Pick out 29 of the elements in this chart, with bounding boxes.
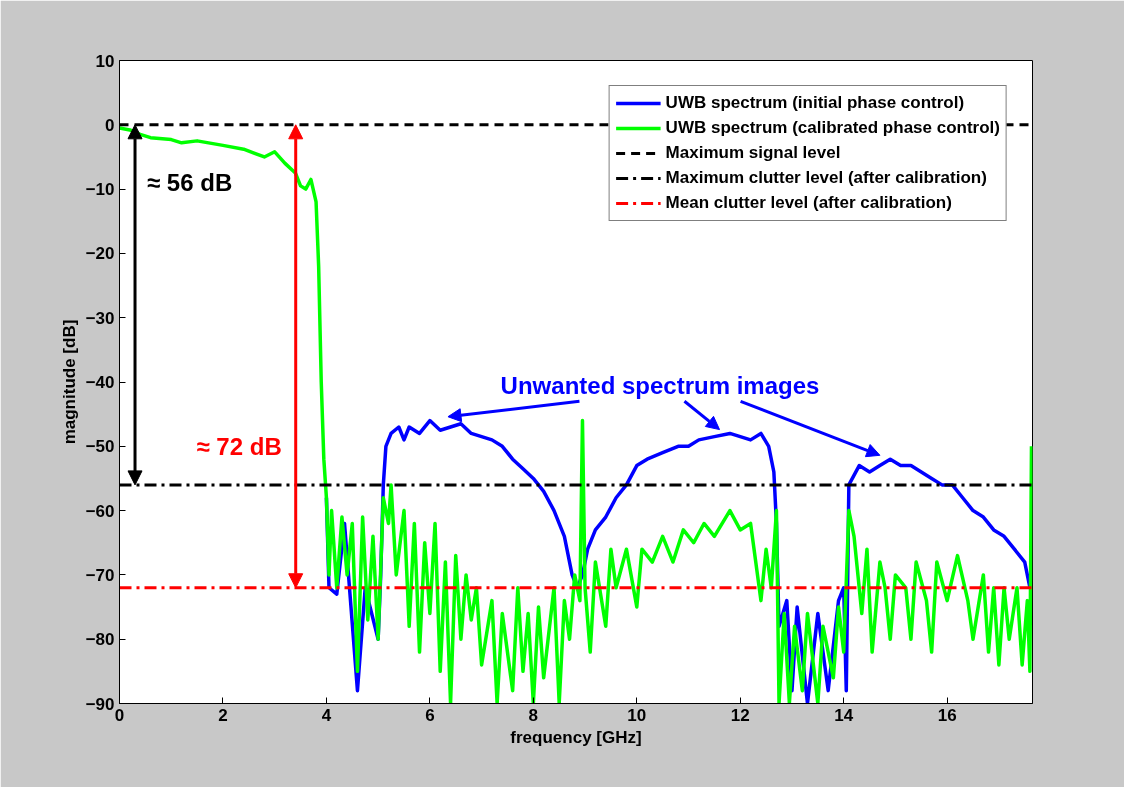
- legend-label: UWB spectrum (initial phase control): [665, 92, 965, 114]
- legend-label: UWB spectrum (calibrated phase control): [665, 117, 1000, 139]
- y-tick-label: 10: [95, 51, 115, 71]
- y-tick-label: −90: [85, 694, 115, 714]
- annotation: ≈ 56 dB: [147, 169, 233, 197]
- y-tick-label: −40: [85, 373, 115, 392]
- annotation: ≈ 72 dB: [196, 432, 282, 460]
- x-tick-label: 14: [834, 705, 854, 725]
- legend-label: Mean clutter level (after calibration): [665, 192, 952, 214]
- x-tick-label: 4: [321, 705, 332, 725]
- y-tick-label: −60: [85, 501, 115, 521]
- legend-label: Maximum clutter level (after calibration): [665, 167, 987, 189]
- legend-label: Maximum signal level: [665, 142, 841, 164]
- y-tick-label: −10: [85, 180, 115, 200]
- x-tick-label: 12: [730, 705, 750, 725]
- y-tick-label: −70: [85, 565, 115, 585]
- x-tick-label: 16: [937, 705, 957, 725]
- y-tick-label: −30: [85, 308, 115, 328]
- x-tick-label: 6: [425, 705, 435, 725]
- annotation: Unwanted spectrum images: [500, 371, 820, 399]
- y-tick-label: −20: [85, 244, 115, 264]
- y-axis-title: magnitude [dB]: [59, 319, 79, 445]
- x-axis-title: frequency [GHz]: [510, 727, 642, 747]
- y-tick-label: −50: [85, 437, 115, 457]
- y-tick-label: 0: [105, 115, 115, 135]
- y-tick-label: −80: [85, 630, 115, 650]
- x-tick-label: 2: [218, 705, 228, 725]
- x-tick-label: 10: [627, 705, 647, 725]
- x-tick-label: 8: [528, 705, 539, 725]
